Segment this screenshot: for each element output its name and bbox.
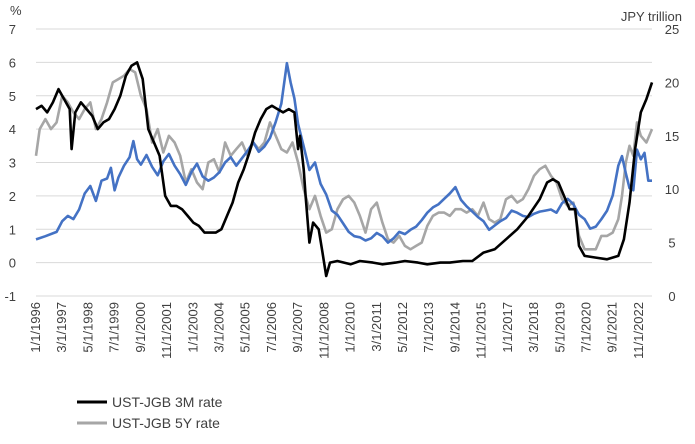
right-tick-label: 20: [665, 75, 679, 90]
x-tick-label: 5/1/2005: [238, 302, 253, 353]
x-tick-label: 5/1/2019: [552, 302, 567, 353]
legend-label: UST-JGB 5Y rate: [112, 415, 220, 431]
x-tick-label: 5/1/1998: [80, 302, 95, 353]
series-line: [35, 61, 654, 278]
x-tick-label: 11/1/2001: [159, 302, 174, 359]
left-tick-label: -1: [4, 289, 16, 304]
x-tick-label: 1/1/2017: [500, 302, 515, 353]
left-tick-label: 2: [9, 189, 16, 204]
x-tick-label: 9/1/2014: [447, 302, 462, 353]
right-tick-label: 5: [668, 236, 675, 251]
left-axis-ticks: -1 0 1 2 3 4 5 6 7: [4, 22, 16, 304]
x-tick-label: 1/1/2003: [185, 302, 200, 353]
x-axis-ticks: 1/1/1996 3/1/1997 5/1/1998 7/1/1999 9/1/2000…: [28, 302, 646, 359]
series-line: [34, 67, 654, 251]
x-tick-label: 9/1/2000: [133, 302, 148, 353]
right-axis-ticks: 0 5 10 15 20 25: [665, 22, 679, 304]
right-tick-label: 0: [668, 289, 675, 304]
x-tick-label: 3/1/2011: [369, 302, 384, 352]
left-tick-label: 3: [9, 156, 16, 171]
left-axis-label: %: [10, 3, 22, 18]
right-tick-label: 15: [665, 129, 679, 144]
x-tick-label: 3/1/2004: [211, 302, 226, 353]
x-tick-label: 11/1/2022: [631, 302, 646, 359]
x-tick-label: 7/1/1999: [107, 302, 122, 353]
legend-label: UST-JGB 3M rate: [112, 394, 223, 410]
x-tick-label: 7/1/2020: [578, 302, 593, 353]
left-tick-label: 7: [9, 22, 16, 37]
x-tick-label: 9/1/2021: [605, 302, 620, 353]
x-tick-label: 7/1/2006: [264, 302, 279, 353]
legend: UST-JGB 3M rate UST-JGB 5Y rate: [77, 394, 223, 431]
right-tick-label: 25: [665, 22, 679, 37]
left-tick-label: 0: [9, 256, 16, 271]
left-tick-label: 1: [9, 222, 16, 237]
series-line: [35, 61, 652, 244]
x-tick-label: 3/1/1997: [54, 302, 69, 353]
x-tick-label: 1/1/1996: [28, 302, 43, 353]
left-tick-label: 5: [9, 89, 16, 104]
x-tick-label: 11/1/2015: [474, 302, 489, 359]
series-layer: [34, 61, 654, 278]
x-tick-label: 9/1/2007: [290, 302, 305, 353]
right-tick-label: 10: [665, 182, 679, 197]
x-tick-label: 7/1/2013: [421, 302, 436, 353]
right-axis-label: JPY trillion: [621, 9, 682, 24]
left-tick-label: 4: [9, 122, 16, 137]
left-tick-label: 6: [9, 55, 16, 70]
x-tick-label: 5/1/2012: [395, 302, 410, 353]
x-tick-label: 1/1/2010: [343, 302, 358, 353]
x-tick-label: 3/1/2018: [526, 302, 541, 353]
x-tick-label: 11/1/2008: [316, 302, 331, 359]
